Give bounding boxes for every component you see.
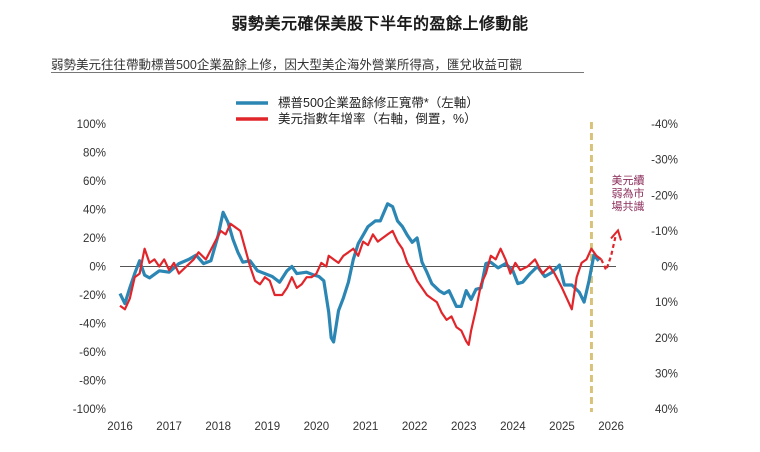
y-left-tick-label: 80% — [83, 148, 106, 160]
series-line-earnings-revision — [118, 202, 601, 344]
y-right-tick-label: 40% — [655, 404, 678, 416]
x-tick-label: 2021 — [353, 421, 379, 433]
x-tick-label: 2026 — [598, 421, 624, 433]
y-right-tick-label: 10% — [655, 297, 678, 309]
chart-subtitle: 弱勢美元往往帶動標普500企業盈餘上修，因大型美企海外營業所得高，匯兌收益可觀 — [51, 58, 522, 72]
x-tick-label: 2022 — [402, 421, 428, 433]
x-tick-label: 2018 — [205, 421, 231, 433]
legend-label: 美元指數年增率（右軸，倒置，%） — [278, 111, 477, 126]
annotation-text: 場共識 — [612, 200, 645, 213]
legend-label: 標普500企業盈餘修正寬帶*（左軸） — [278, 95, 479, 110]
y-left-tick-label: -60% — [79, 347, 106, 359]
forecast-dashed-line — [600, 234, 618, 274]
page-title: 弱勢美元確保美股下半年的盈餘上修動能 — [231, 16, 529, 33]
x-tick-label: 2020 — [304, 421, 330, 433]
x-tick-label: 2019 — [255, 421, 281, 433]
y-left-tick-label: 100% — [77, 119, 106, 131]
annotation-text: 弱為市 — [612, 186, 645, 200]
y-left-tick-label: 60% — [83, 176, 106, 188]
y-right-tick-label: -10% — [651, 226, 678, 238]
y-left-tick-label: -100% — [73, 404, 106, 416]
y-right-tick-label: 0% — [661, 262, 678, 274]
subtitle-divider — [51, 72, 584, 73]
y-left-tick-label: 0% — [89, 262, 106, 274]
y-left-tick-label: 20% — [83, 233, 106, 245]
x-tick-label: 2023 — [451, 421, 477, 433]
y-left-tick-label: 40% — [83, 205, 106, 217]
x-tick-label: 2025 — [549, 421, 575, 433]
y-right-tick-label: -30% — [651, 155, 678, 167]
x-tick-label: 2016 — [107, 421, 133, 433]
y-left-tick-label: -40% — [79, 319, 106, 331]
annotation-text: 美元續 — [612, 173, 645, 187]
y-right-tick-label: 30% — [655, 368, 678, 380]
y-left-tick-label: -80% — [79, 376, 106, 388]
x-tick-label: 2024 — [500, 421, 526, 433]
y-left-tick-label: -20% — [79, 290, 106, 302]
y-right-tick-label: 20% — [655, 333, 678, 345]
forecast-arrowhead — [610, 228, 622, 241]
x-tick-label: 2017 — [156, 421, 182, 433]
y-right-tick-label: -20% — [651, 190, 678, 202]
series-line-dollar-index — [119, 222, 602, 346]
y-right-tick-label: -40% — [651, 119, 678, 131]
